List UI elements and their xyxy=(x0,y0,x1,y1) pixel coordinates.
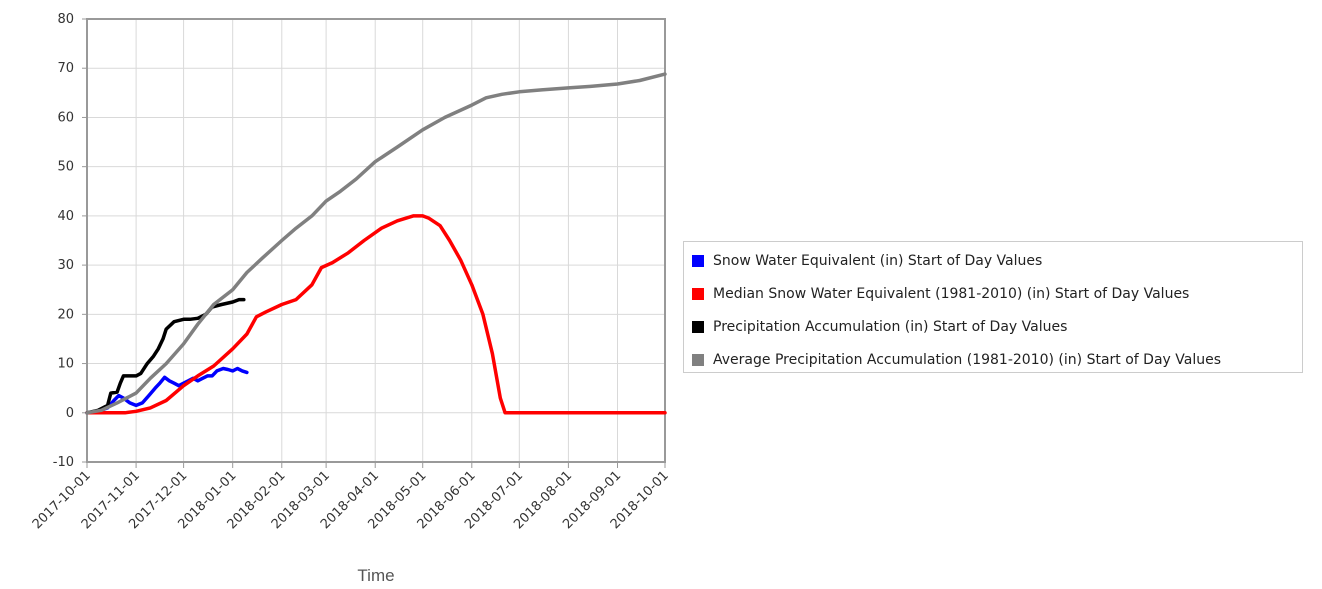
y-tick-label: 80 xyxy=(57,12,74,27)
y-tick-labels: -10 0 10 20 30 40 50 60 70 80 xyxy=(53,12,74,470)
series-line xyxy=(85,214,667,415)
y-tick-label: -10 xyxy=(53,455,74,470)
legend-swatch xyxy=(692,353,704,366)
series-line xyxy=(85,366,249,415)
legend-label: Precipitation Accumulation (in) Start of… xyxy=(713,318,1068,335)
legend-item[interactable]: Snow Water Equivalent (in) Start of Day … xyxy=(684,244,1302,277)
legend-label: Snow Water Equivalent (in) Start of Day … xyxy=(713,252,1043,269)
series-lines xyxy=(85,72,667,415)
y-tick-label: 50 xyxy=(57,160,74,175)
series-line xyxy=(85,297,246,415)
y-tick-label: 0 xyxy=(66,406,74,421)
legend-swatch xyxy=(692,287,704,300)
plot-frame xyxy=(86,18,666,463)
x-tick-labels: 2017-10-012017-11-012017-12-012018-01-01… xyxy=(30,468,672,532)
legend-label: Average Precipitation Accumulation (1981… xyxy=(713,351,1221,368)
legend-label: Median Snow Water Equivalent (1981-2010)… xyxy=(713,285,1190,302)
y-tick-label: 70 xyxy=(57,61,74,76)
y-tick-label: 30 xyxy=(57,258,74,273)
legend-swatch xyxy=(692,320,704,333)
y-tick-label: 60 xyxy=(57,110,74,125)
y-tick-label: 10 xyxy=(57,357,74,372)
legend-item[interactable]: Median Snow Water Equivalent (1981-2010)… xyxy=(684,277,1302,310)
legend: Snow Water Equivalent (in) Start of Day … xyxy=(683,241,1303,373)
y-tick-label: 20 xyxy=(57,307,74,322)
x-axis-title: Time xyxy=(357,566,394,585)
axes xyxy=(82,18,666,468)
series-line xyxy=(85,72,667,415)
legend-swatch xyxy=(692,254,704,267)
legend-item[interactable]: Precipitation Accumulation (in) Start of… xyxy=(684,310,1302,343)
y-tick-label: 40 xyxy=(57,209,74,224)
legend-item[interactable]: Average Precipitation Accumulation (1981… xyxy=(684,343,1302,376)
